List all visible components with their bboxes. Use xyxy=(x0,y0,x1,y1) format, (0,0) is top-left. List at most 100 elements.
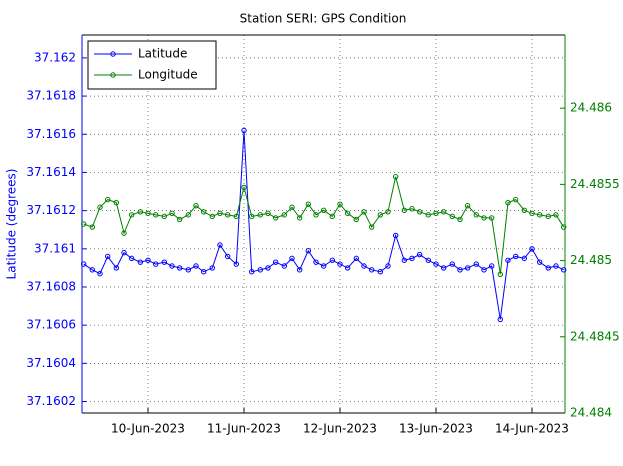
y-tick-label: 37.1616 xyxy=(26,127,76,141)
legend-marker xyxy=(110,51,116,57)
point xyxy=(145,257,151,263)
point xyxy=(152,261,159,267)
point xyxy=(241,127,247,134)
point xyxy=(536,212,543,218)
point xyxy=(128,212,135,218)
point xyxy=(121,249,127,256)
point xyxy=(104,196,111,203)
y-axis-label: Latitude (degrees) xyxy=(5,169,19,280)
legend-box xyxy=(87,40,217,90)
point xyxy=(329,257,336,263)
point xyxy=(545,213,551,220)
y-tick-label: 37.1606 xyxy=(26,318,76,332)
point xyxy=(185,267,192,273)
point xyxy=(257,267,264,273)
point xyxy=(176,216,183,223)
chart-title: Station SERI: GPS Condition xyxy=(240,12,407,26)
point xyxy=(104,253,111,260)
plot-area xyxy=(82,35,565,413)
legend-marker xyxy=(110,72,116,78)
point xyxy=(361,263,367,269)
point xyxy=(217,210,223,217)
point xyxy=(137,259,144,265)
point xyxy=(392,232,399,239)
point xyxy=(224,212,231,218)
point xyxy=(337,201,343,207)
x-tick-label: 11-Jun-2023 xyxy=(207,422,281,436)
point xyxy=(161,213,168,220)
point xyxy=(392,174,399,180)
point xyxy=(296,215,303,221)
point xyxy=(497,316,503,323)
point xyxy=(193,203,199,209)
point xyxy=(409,206,415,212)
point xyxy=(113,265,120,271)
point xyxy=(536,259,543,265)
point xyxy=(265,210,271,217)
point xyxy=(121,230,127,236)
point xyxy=(361,209,367,215)
y2-tick-label: 24.485 xyxy=(570,253,612,267)
point xyxy=(248,269,255,275)
point xyxy=(440,209,447,215)
point xyxy=(464,265,471,271)
point xyxy=(529,246,535,252)
y-tick-label: 37.1608 xyxy=(26,280,76,294)
point xyxy=(521,255,527,262)
point xyxy=(152,212,159,218)
point xyxy=(497,271,503,277)
point xyxy=(377,212,384,218)
point xyxy=(289,255,295,262)
point xyxy=(449,261,456,267)
point xyxy=(289,204,295,210)
point xyxy=(161,259,168,265)
point xyxy=(305,248,312,254)
point xyxy=(313,212,319,218)
point xyxy=(209,265,216,271)
point xyxy=(89,224,96,230)
point xyxy=(185,212,192,218)
point xyxy=(368,224,375,230)
point xyxy=(145,210,151,217)
point xyxy=(433,261,439,267)
point xyxy=(488,215,495,221)
point xyxy=(521,207,527,213)
point xyxy=(89,267,96,273)
point xyxy=(377,269,384,275)
point xyxy=(137,209,144,215)
point xyxy=(344,265,351,271)
point xyxy=(481,215,487,221)
legend-label: Latitude xyxy=(138,47,187,61)
point xyxy=(200,269,207,275)
point xyxy=(233,213,240,220)
point xyxy=(113,199,120,206)
point xyxy=(329,213,336,220)
point xyxy=(481,267,487,273)
point xyxy=(265,265,271,271)
point xyxy=(248,213,255,220)
x-tick-label: 14-Jun-2023 xyxy=(495,422,569,436)
point xyxy=(305,201,312,207)
x-tick-label: 10-Jun-2023 xyxy=(111,422,185,436)
y-tick-label: 37.162 xyxy=(34,50,76,64)
point xyxy=(272,215,279,221)
point xyxy=(560,267,567,273)
point xyxy=(553,263,559,269)
point xyxy=(281,263,288,269)
point xyxy=(385,209,391,215)
point xyxy=(313,259,319,265)
point xyxy=(416,209,423,215)
point xyxy=(512,196,519,203)
y-tick-label: 37.1618 xyxy=(26,89,76,103)
point xyxy=(200,209,207,215)
point xyxy=(193,263,199,269)
point xyxy=(473,261,480,267)
point xyxy=(128,255,135,262)
series-line xyxy=(83,176,565,275)
point xyxy=(488,263,495,269)
point xyxy=(233,261,240,267)
point xyxy=(440,265,447,271)
point xyxy=(209,213,216,220)
y2-tick-label: 24.486 xyxy=(570,101,612,115)
point xyxy=(457,267,463,273)
